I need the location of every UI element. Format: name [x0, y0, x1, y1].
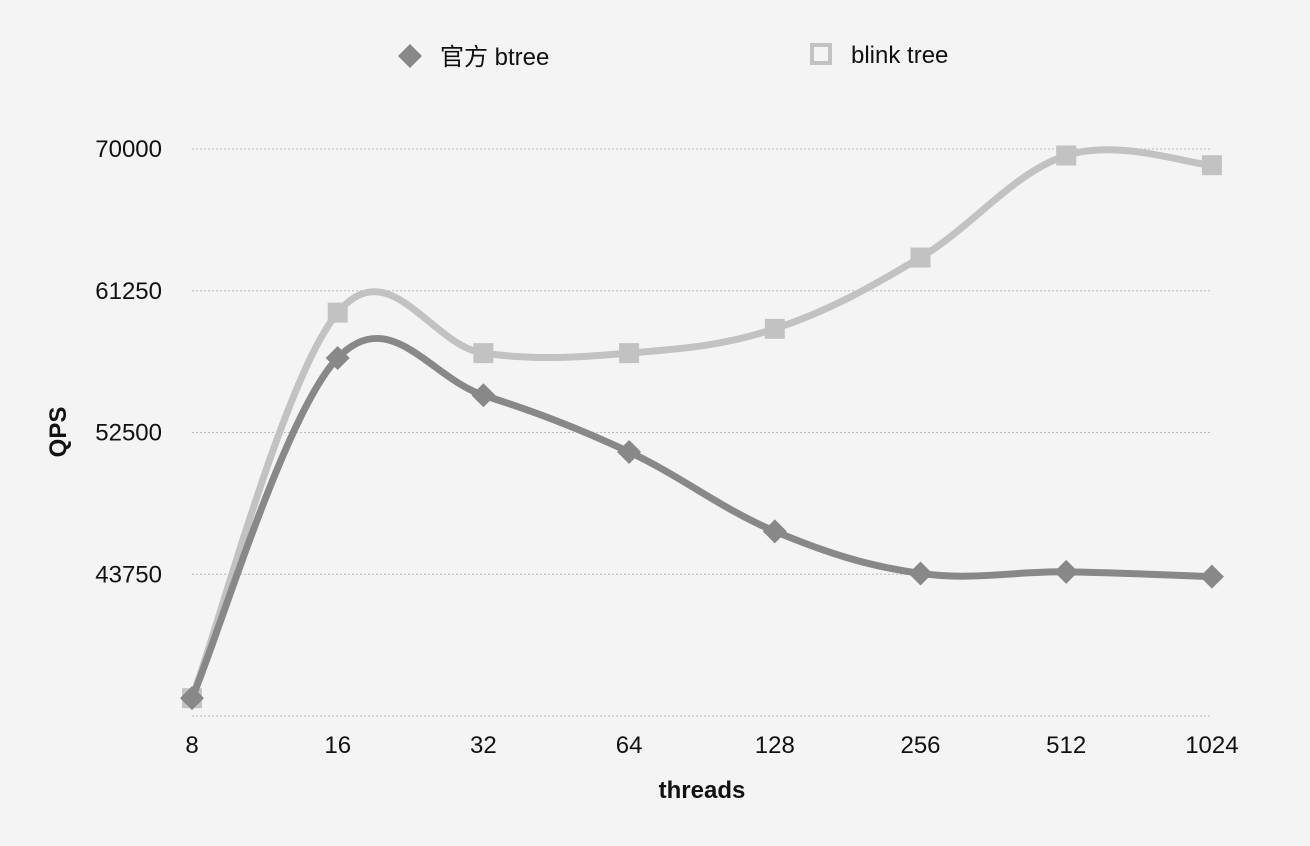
y-tick-label: 52500	[95, 420, 162, 447]
data-point	[327, 302, 348, 323]
y-tick-label: 43750	[95, 561, 162, 588]
series-btree	[180, 334, 1224, 711]
data-point	[471, 383, 496, 408]
x-tick-label: 1024	[1185, 732, 1238, 759]
data-point	[908, 561, 933, 586]
series-line	[188, 146, 1216, 702]
x-tick-label: 16	[324, 732, 351, 759]
data-point	[473, 343, 494, 364]
series-blink-tree	[182, 145, 1222, 709]
data-point	[180, 686, 204, 711]
y-tick-label: 70000	[95, 136, 162, 163]
x-tick-label: 512	[1046, 732, 1086, 759]
data-point	[1056, 145, 1077, 166]
data-point	[1201, 155, 1222, 176]
y-axis-title: QPS	[45, 407, 72, 458]
legend: 官方 btree blink tree	[398, 42, 948, 71]
legend-item: 官方 btree	[398, 44, 549, 71]
series-line	[188, 334, 1216, 702]
x-axis-title: threads	[659, 777, 746, 804]
legend-label: blink tree	[851, 42, 948, 69]
data-point	[762, 519, 787, 544]
x-tick-label: 8	[185, 732, 198, 759]
data-point	[910, 247, 931, 268]
y-axis-ticks: 43750 52500 61250 70000	[95, 136, 162, 588]
y-tick-label: 61250	[95, 278, 162, 305]
grid	[192, 148, 1212, 717]
x-axis-ticks: 8 16 32 64 128 256 512 1024	[185, 732, 1238, 759]
legend-item: blink tree	[810, 42, 948, 69]
x-tick-label: 256	[900, 732, 940, 759]
data-point	[619, 343, 640, 364]
data-point	[1054, 559, 1079, 584]
x-tick-label: 64	[616, 732, 643, 759]
series-group	[180, 145, 1224, 711]
x-tick-label: 32	[470, 732, 497, 759]
legend-marker	[398, 44, 422, 68]
data-point	[617, 439, 642, 464]
legend-marker	[810, 43, 832, 65]
x-tick-label: 128	[755, 732, 795, 759]
legend-label: 官方 btree	[440, 44, 549, 71]
data-point	[325, 345, 350, 370]
data-point	[764, 318, 785, 339]
data-point	[1199, 564, 1224, 589]
